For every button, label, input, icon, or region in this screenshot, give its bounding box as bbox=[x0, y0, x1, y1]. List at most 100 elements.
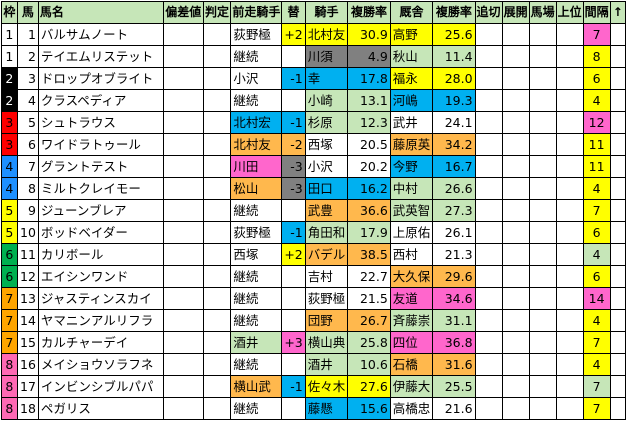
srate-cell: 34.6 bbox=[432, 287, 476, 310]
empty-cell bbox=[162, 309, 204, 332]
empty-cell bbox=[609, 397, 626, 420]
empty-cell bbox=[528, 397, 557, 420]
change-cell: -1 bbox=[281, 67, 306, 90]
horse-row[interactable]: 5 10 ボッドベイダー 荻野極 -1 角田和 17.9 上原佑 26.1 6 bbox=[1, 221, 626, 244]
header-cell[interactable]: 馬 bbox=[16, 1, 39, 24]
empty-cell bbox=[162, 199, 204, 222]
interval-cell: 7 bbox=[582, 23, 611, 46]
header-cell[interactable]: 間隔 bbox=[582, 1, 611, 24]
header-cell[interactable]: 展開 bbox=[501, 1, 530, 24]
srate-cell: 26.6 bbox=[432, 177, 476, 200]
header-cell[interactable]: 複勝率 bbox=[347, 1, 391, 24]
empty-cell bbox=[609, 243, 626, 266]
horse-row[interactable]: 8 16 メイショウソラフネ 継続 酒井 10.6 石橋 31.6 4 bbox=[1, 353, 626, 376]
num-cell: 5 bbox=[16, 111, 39, 134]
change-cell: -3 bbox=[281, 155, 306, 178]
header-cell[interactable]: 追切 bbox=[474, 1, 503, 24]
jockey-cell: 佐々木 bbox=[304, 375, 349, 398]
horse-row[interactable]: 2 3 ドロップオブライト 小沢 -1 幸 17.8 福永 28.0 6 bbox=[1, 67, 626, 90]
horse-row[interactable]: 6 12 エイシンワンド 継続 吉村 22.7 大久保 29.6 6 bbox=[1, 265, 626, 288]
prev-cell: 西塚 bbox=[230, 243, 283, 266]
empty-cell bbox=[555, 23, 584, 46]
jrate-cell: 20.5 bbox=[347, 133, 391, 156]
empty-cell bbox=[474, 397, 503, 420]
header-cell[interactable]: 前走騎手 bbox=[230, 1, 283, 24]
change-cell bbox=[281, 309, 306, 332]
horse-row[interactable]: 3 6 ワイドラトゥール 北村友 -2 西塚 20.5 藤原英 34.2 11 bbox=[1, 133, 626, 156]
interval-cell: 12 bbox=[582, 111, 611, 134]
empty-cell bbox=[202, 375, 232, 398]
waku-cell: 8 bbox=[1, 375, 18, 398]
empty-cell bbox=[528, 243, 557, 266]
empty-cell bbox=[555, 133, 584, 156]
empty-cell bbox=[555, 331, 584, 354]
header-cell[interactable]: 厩舎 bbox=[389, 1, 434, 24]
header-cell[interactable]: ↑ bbox=[609, 1, 626, 24]
header-cell[interactable]: 替 bbox=[281, 1, 306, 24]
horse-row[interactable]: 7 14 ヤマニンアルリフラ 継続 団野 26.7 斉藤崇 31.1 4 bbox=[1, 309, 626, 332]
empty-cell bbox=[609, 111, 626, 134]
header-cell[interactable]: 判定 bbox=[202, 1, 232, 24]
horse-row[interactable]: 6 11 カリボール 西塚 +2 バデル 38.5 西村 21.3 4 bbox=[1, 243, 626, 266]
horse-row[interactable]: 4 7 グラントテスト 川田 -3 小沢 20.2 今野 16.7 11 bbox=[1, 155, 626, 178]
num-cell: 7 bbox=[16, 155, 39, 178]
horse-row[interactable]: 8 18 ペガリス 継続 藤懸 15.6 高橋忠 21.6 7 bbox=[1, 397, 626, 420]
num-cell: 13 bbox=[16, 287, 39, 310]
waku-cell: 1 bbox=[1, 23, 18, 46]
srate-cell: 25.5 bbox=[432, 375, 476, 398]
stable-cell: 友道 bbox=[389, 287, 434, 310]
jockey-cell: 杉原 bbox=[304, 111, 349, 134]
prev-cell: 酒井 bbox=[230, 331, 283, 354]
interval-cell: 14 bbox=[582, 287, 611, 310]
horse-row[interactable]: 2 4 クラスペディア 継続 小崎 13.1 河嶋 19.3 4 bbox=[1, 89, 626, 112]
interval-cell: 11 bbox=[582, 133, 611, 156]
header-cell[interactable]: 枠 bbox=[1, 1, 18, 24]
horse-row[interactable]: 3 5 シュトラウス 北村宏 -1 杉原 12.3 武井 24.1 12 bbox=[1, 111, 626, 134]
horse-row[interactable]: 1 2 テイエムリステット 継続 川須 4.9 秋山 11.4 8 bbox=[1, 45, 626, 68]
horse-row[interactable]: 1 1 バルサムノート 荻野極 +2 北村友 30.9 高野 25.6 7 bbox=[1, 23, 626, 46]
header-cell[interactable]: 上位 bbox=[555, 1, 584, 24]
srate-cell: 25.6 bbox=[432, 23, 476, 46]
jrate-cell: 17.8 bbox=[347, 67, 391, 90]
empty-cell bbox=[609, 309, 626, 332]
name-cell: ジャスティンスカイ bbox=[37, 287, 164, 310]
empty-cell bbox=[162, 375, 204, 398]
srate-cell: 24.1 bbox=[432, 111, 476, 134]
change-cell: -1 bbox=[281, 375, 306, 398]
horse-row[interactable]: 7 15 カルチャーデイ 酒井 +3 横山典 25.8 四位 36.8 7 bbox=[1, 331, 626, 354]
header-cell[interactable]: 偏差値 bbox=[162, 1, 204, 24]
horse-row[interactable]: 8 17 インビンシブルパパ 横山武 -1 佐々木 27.6 伊藤大 25.5 7 bbox=[1, 375, 626, 398]
jockey-cell: 川須 bbox=[304, 45, 349, 68]
header-cell[interactable]: 騎手 bbox=[304, 1, 349, 24]
jrate-cell: 15.6 bbox=[347, 397, 391, 420]
header-cell[interactable]: 馬名 bbox=[37, 1, 164, 24]
empty-cell bbox=[474, 221, 503, 244]
prev-cell: 継続 bbox=[230, 45, 283, 68]
header-cell[interactable]: 馬場 bbox=[528, 1, 557, 24]
empty-cell bbox=[474, 133, 503, 156]
header-cell[interactable]: 複勝率 bbox=[432, 1, 476, 24]
jrate-cell: 30.9 bbox=[347, 23, 391, 46]
empty-cell bbox=[202, 67, 232, 90]
empty-cell bbox=[202, 265, 232, 288]
empty-cell bbox=[501, 45, 530, 68]
horse-row[interactable]: 5 9 ジューンブレア 継続 武豊 36.6 武英智 27.3 7 bbox=[1, 199, 626, 222]
empty-cell bbox=[474, 155, 503, 178]
empty-cell bbox=[202, 221, 232, 244]
change-cell: +3 bbox=[281, 331, 306, 354]
header-row: 枠馬馬名 偏差値 判定 前走騎手替騎手 複勝率 厩舎 複勝率 追切 展開 馬場 上位 間隔 ↑ bbox=[1, 1, 626, 24]
empty-cell bbox=[474, 287, 503, 310]
empty-cell bbox=[162, 353, 204, 376]
horse-row[interactable]: 7 13 ジャスティンスカイ 継続 荻野極 21.5 友道 34.6 14 bbox=[1, 287, 626, 310]
empty-cell bbox=[474, 199, 503, 222]
stable-cell: 武英智 bbox=[389, 199, 434, 222]
stable-cell: 石橋 bbox=[389, 353, 434, 376]
empty-cell bbox=[202, 397, 232, 420]
jockey-cell: 北村友 bbox=[304, 23, 349, 46]
waku-cell: 5 bbox=[1, 221, 18, 244]
empty-cell bbox=[202, 199, 232, 222]
horse-row[interactable]: 4 8 ミルトクレイモー 松山 -3 田口 16.2 中村 26.6 4 bbox=[1, 177, 626, 200]
empty-cell bbox=[528, 221, 557, 244]
change-cell: -2 bbox=[281, 133, 306, 156]
empty-cell bbox=[528, 45, 557, 68]
